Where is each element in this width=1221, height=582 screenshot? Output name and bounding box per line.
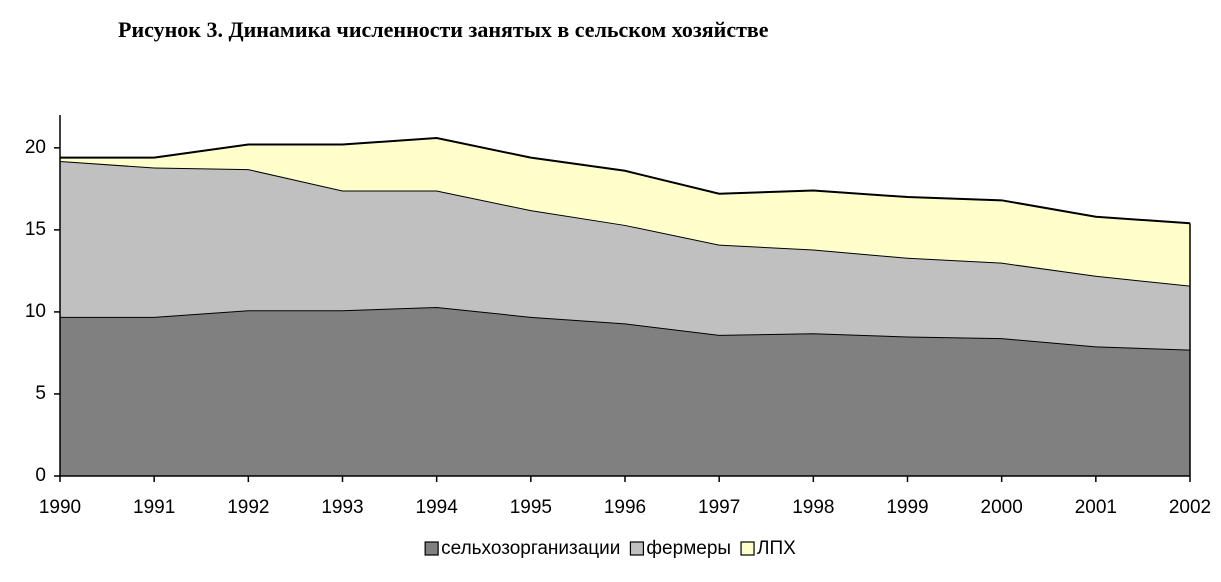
area: [60, 137, 1190, 286]
legend: сельхозорганизации фермеры ЛПХ: [424, 538, 796, 559]
legend-swatch: [424, 541, 439, 556]
x-tick-label: 1996: [604, 497, 646, 518]
x-tick-label: 1991: [133, 497, 175, 518]
x-tick-label: 1997: [698, 497, 740, 518]
y-tick-label: 15: [25, 219, 46, 240]
y-tick-label: 0: [35, 465, 46, 486]
area-edge: [60, 136, 1191, 225]
legend-swatch: [740, 541, 755, 556]
x-tick-label: 1993: [321, 497, 363, 518]
legend-label: ЛПХ: [757, 538, 796, 559]
x-tick-label: 1994: [416, 497, 459, 518]
area: [60, 160, 1190, 350]
x-tick-label: 1992: [227, 497, 269, 518]
x-tick-label: 1990: [39, 497, 81, 518]
x-tick-label: 1999: [886, 497, 928, 518]
y-tick-label: 10: [25, 301, 46, 322]
chart-title: Рисунок 3. Динамика численности занятых …: [118, 17, 769, 42]
legend-swatch: [629, 541, 645, 556]
x-tick-label: 2001: [1075, 497, 1117, 518]
x-tick-label: 2000: [981, 497, 1023, 518]
y-tick-label: 5: [35, 383, 46, 404]
y-tick-label: 20: [25, 137, 46, 158]
x-tick-label: 1998: [792, 497, 834, 518]
area: [60, 306, 1190, 476]
x-tick-label: 1995: [510, 497, 552, 518]
x-tick-label: 2002: [1169, 497, 1211, 518]
legend-label: фермеры: [646, 538, 731, 559]
legend-label: сельхозорганизации: [441, 538, 620, 559]
